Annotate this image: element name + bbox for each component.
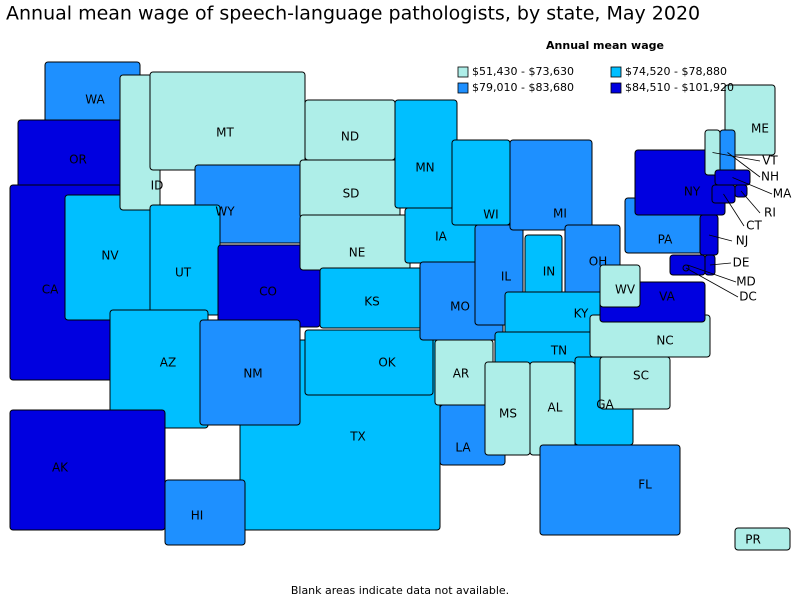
state-label: SC <box>633 369 649 383</box>
map: TX WA OR CA NV ID MT WY UT AZ CO NM ND SD NE KS OK MN IA MO… <box>9 61 792 551</box>
state-shape <box>149 204 221 316</box>
state-label: ND <box>341 130 359 144</box>
state-shape <box>451 139 511 226</box>
state-label: MO <box>450 300 470 314</box>
state-shape <box>299 214 411 271</box>
state-label: OH <box>589 255 607 269</box>
legend-title: Annual mean wage <box>546 39 664 52</box>
state-label: NV <box>101 249 119 263</box>
leader-line <box>727 152 761 178</box>
state-label: KS <box>364 295 380 309</box>
state-label: ID <box>151 179 164 193</box>
state-label: OK <box>378 356 396 370</box>
leader-line <box>712 152 761 162</box>
state-label: WV <box>615 283 636 297</box>
state-shape <box>599 264 641 308</box>
state-label: DC <box>739 290 757 304</box>
state-label: UT <box>175 266 192 280</box>
state-label: MI <box>553 207 567 221</box>
state-label: PR <box>745 533 761 547</box>
state-label: VA <box>659 290 675 304</box>
state-shape <box>509 139 593 231</box>
state-label: AR <box>453 367 470 381</box>
state-shape <box>149 71 306 171</box>
state-label: NH <box>761 170 779 184</box>
state-label: WY <box>215 205 235 219</box>
state-label: KY <box>574 307 589 321</box>
state-shape <box>164 479 246 546</box>
legend-label: $84,510 - $101,920 <box>625 81 734 94</box>
state-shape <box>394 99 458 209</box>
state-label: SD <box>343 187 360 201</box>
state-label: FL <box>638 478 652 492</box>
state-label: IN <box>543 265 556 279</box>
legend-swatch <box>457 66 469 78</box>
state-label: AZ <box>160 356 176 370</box>
state-label: VT <box>762 154 778 168</box>
footnote: Blank areas indicate data not available. <box>291 584 509 597</box>
state-label: RI <box>764 206 776 220</box>
state-label: MN <box>415 161 434 175</box>
leader-line <box>740 190 761 214</box>
state-label: IA <box>435 230 448 244</box>
state-shape <box>539 444 681 536</box>
state-label: LA <box>455 441 471 455</box>
leader-line <box>709 262 732 266</box>
leader-line <box>687 264 737 283</box>
state-label: AL <box>548 401 563 415</box>
state-label: MS <box>499 407 517 421</box>
leader-line <box>685 267 739 298</box>
state-label: PA <box>658 233 673 247</box>
leader-line <box>723 193 745 227</box>
state-shape <box>304 329 434 396</box>
state-label: ME <box>751 122 769 136</box>
leader-line <box>732 177 773 195</box>
state-label: NY <box>684 185 701 199</box>
state-label: CA <box>42 283 59 297</box>
legend: $51,430 - $73,630 $74,520 - $78,880 $79,01… <box>457 65 734 94</box>
state-label: TN <box>550 344 567 358</box>
legend-label: $74,520 - $78,880 <box>625 65 727 78</box>
legend-swatch <box>610 66 622 78</box>
state-label: MD <box>736 275 756 289</box>
state-shape <box>724 84 776 156</box>
state-label: NJ <box>736 234 749 248</box>
state-label: MA <box>773 187 792 201</box>
state-shape <box>9 409 166 531</box>
state-label: WI <box>483 208 498 222</box>
legend-label: $51,430 - $73,630 <box>472 65 574 78</box>
state-label: NE <box>349 246 366 260</box>
state-label: OR <box>69 153 87 167</box>
state-label: CT <box>746 219 762 233</box>
state-shape <box>734 527 791 551</box>
title: Annual mean wage of speech-language path… <box>6 3 700 25</box>
state-label: NC <box>656 334 673 348</box>
state-shape <box>199 319 301 426</box>
state-label: DE <box>733 256 750 270</box>
state-label: TX <box>349 430 366 444</box>
state-label: CO <box>259 285 277 299</box>
legend-label: $79,010 - $83,680 <box>472 81 574 94</box>
leader-line <box>708 234 733 242</box>
state-label: IL <box>501 270 512 284</box>
state-label: GA <box>596 398 614 412</box>
state-label: MT <box>216 126 234 140</box>
legend-swatch <box>457 82 469 94</box>
state-label: NM <box>243 367 262 381</box>
state-label: AK <box>52 461 69 475</box>
legend-swatch <box>610 82 622 94</box>
state-label: HI <box>191 509 204 523</box>
state-label: WA <box>85 93 105 107</box>
